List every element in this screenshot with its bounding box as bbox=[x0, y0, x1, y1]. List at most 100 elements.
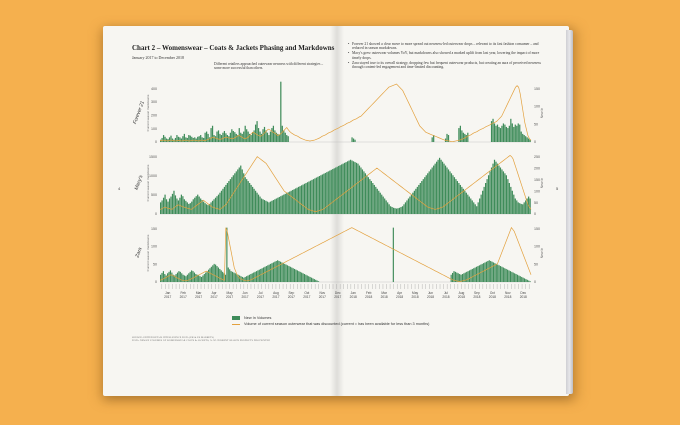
bar-forever-21 bbox=[249, 133, 251, 142]
bar-macy-s bbox=[326, 172, 328, 214]
bar-forever-21 bbox=[262, 129, 264, 142]
bar-macy-s bbox=[268, 202, 270, 215]
bar-macy-s bbox=[489, 171, 491, 215]
x-tick-label: 2017 bbox=[334, 295, 341, 299]
bar-zara bbox=[172, 274, 174, 282]
bar-zara bbox=[279, 261, 282, 282]
bar-macy-s bbox=[483, 186, 485, 215]
bar-forever-21 bbox=[493, 123, 496, 142]
bar-zara bbox=[478, 265, 480, 282]
y2-tick-label: 50 bbox=[534, 122, 538, 126]
bar-zara bbox=[167, 273, 169, 282]
bar-macy-s bbox=[525, 200, 527, 214]
bar-zara bbox=[239, 275, 241, 283]
intro-text: Different retailers approached outerwear… bbox=[214, 62, 324, 71]
y2-tick-label: 100 bbox=[534, 105, 540, 109]
panel-label-forever-21: Forever 21 bbox=[132, 100, 146, 125]
y2-tick-label: 100 bbox=[534, 245, 540, 249]
bar-macy-s bbox=[476, 206, 478, 214]
bar-zara bbox=[471, 268, 473, 282]
bar-forever-21 bbox=[180, 138, 183, 142]
bar-zara bbox=[495, 263, 497, 283]
bar-macy-s bbox=[391, 207, 393, 215]
bar-macy-s bbox=[504, 173, 506, 214]
bar-macy-s bbox=[507, 179, 509, 215]
bar-zara bbox=[501, 266, 503, 282]
bar-zara bbox=[509, 271, 511, 283]
bar-forever-21 bbox=[211, 125, 214, 142]
bar-macy-s bbox=[366, 175, 368, 214]
bar-forever-21 bbox=[256, 121, 258, 142]
bar-zara bbox=[310, 277, 313, 282]
bar-macy-s bbox=[262, 199, 264, 214]
bar-zara bbox=[528, 280, 530, 282]
bar-forever-21 bbox=[254, 124, 257, 142]
bar-forever-21 bbox=[168, 137, 171, 142]
x-tick-label: 2017 bbox=[195, 295, 202, 299]
bar-forever-21 bbox=[229, 132, 231, 142]
bar-zara bbox=[507, 269, 509, 282]
bar-macy-s bbox=[164, 194, 166, 215]
legend-row-line: Volume of current season outerwear that … bbox=[232, 321, 429, 327]
y-tick-label: 100 bbox=[151, 245, 157, 249]
bar-macy-s bbox=[208, 203, 211, 215]
bar-zara bbox=[222, 271, 224, 282]
bar-zara bbox=[161, 272, 163, 282]
bar-zara bbox=[274, 261, 276, 282]
bar-macy-s bbox=[275, 198, 277, 214]
legend-swatch-line bbox=[232, 323, 240, 325]
bar-macy-s bbox=[462, 188, 464, 214]
bar-macy-s bbox=[410, 194, 413, 215]
bar-macy-s bbox=[259, 196, 261, 214]
bar-forever-21 bbox=[501, 125, 503, 142]
bar-macy-s bbox=[170, 196, 172, 214]
bar-zara bbox=[176, 272, 179, 282]
bar-zara bbox=[521, 276, 523, 282]
bar-macy-s bbox=[523, 202, 525, 215]
bar-macy-s bbox=[210, 202, 212, 215]
bar-macy-s bbox=[265, 200, 267, 214]
bar-zara bbox=[160, 274, 162, 282]
bar-zara bbox=[250, 274, 252, 282]
bar-macy-s bbox=[378, 190, 380, 214]
bar-zara bbox=[309, 276, 311, 282]
bar-forever-21 bbox=[520, 131, 522, 142]
bar-macy-s bbox=[477, 202, 479, 215]
bar-zara bbox=[523, 278, 526, 283]
bar-macy-s bbox=[286, 193, 288, 214]
x-tick-label: Nov bbox=[505, 291, 511, 295]
bar-forever-21 bbox=[238, 128, 240, 142]
source-notes: SOURCE: EDITED RETAIL INTELLIGENCE DATA … bbox=[132, 336, 282, 342]
x-tick-label: 2017 bbox=[241, 295, 248, 299]
bar-zara bbox=[203, 274, 205, 282]
panel-label-zara: Zara bbox=[134, 247, 144, 260]
x-tick-label: Jul bbox=[258, 291, 262, 295]
bar-zara bbox=[200, 276, 203, 282]
bar-macy-s bbox=[407, 198, 410, 214]
y-tick-label: 300 bbox=[151, 100, 157, 104]
bar-zara bbox=[277, 260, 279, 282]
bar-zara bbox=[466, 271, 468, 282]
bar-macy-s bbox=[226, 183, 229, 214]
bar-macy-s bbox=[214, 197, 217, 214]
bar-zara bbox=[488, 260, 490, 282]
bar-macy-s bbox=[339, 165, 341, 214]
bar-macy-s bbox=[272, 200, 275, 214]
bar-zara bbox=[198, 275, 200, 283]
bar-forever-21 bbox=[165, 138, 168, 142]
bar-forever-21 bbox=[217, 130, 220, 142]
bar-zara bbox=[473, 268, 475, 282]
bar-macy-s bbox=[293, 189, 295, 214]
legend-swatch-bars bbox=[232, 316, 240, 320]
bar-forever-21 bbox=[511, 123, 513, 142]
bar-macy-s bbox=[194, 197, 196, 214]
bar-macy-s bbox=[424, 177, 426, 214]
x-tick-label: 2018 bbox=[427, 295, 434, 299]
bar-zara bbox=[181, 273, 183, 282]
bar-zara bbox=[260, 268, 262, 282]
bar-macy-s bbox=[480, 194, 482, 215]
bar-macy-s bbox=[256, 192, 258, 214]
bar-macy-s bbox=[473, 202, 475, 215]
bar-zara bbox=[196, 274, 198, 282]
x-tick-label: 2017 bbox=[164, 295, 171, 299]
